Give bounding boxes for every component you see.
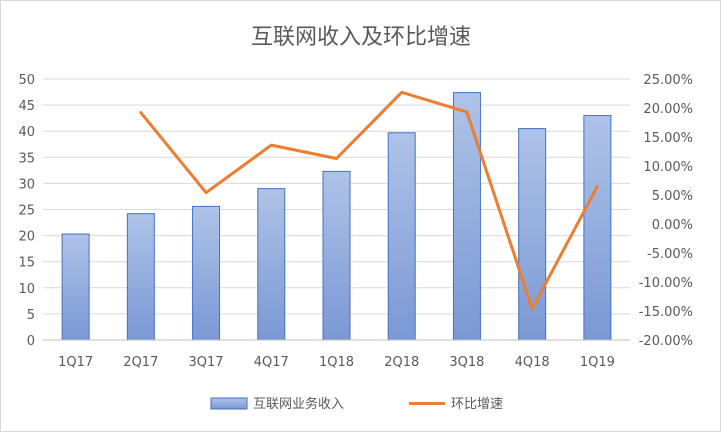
left-axis: 0 5 10 15 20 25 30 35 40 45 50 <box>18 73 35 349</box>
right-axis: -20.00% -15.00% -10.00% -5.00% 0.00% 5.00% 10.… <box>639 73 693 349</box>
legend: 互联网业务收入 环比增速 <box>210 396 503 412</box>
left-tick-label: 40 <box>18 125 35 140</box>
x-tick-label: 2Q18 <box>384 355 419 370</box>
bar <box>126 213 155 341</box>
x-axis: 1Q17 2Q17 3Q17 4Q17 1Q18 2Q18 3Q18 4Q18 1Q19 <box>43 339 630 370</box>
right-tick-label: 20.00% <box>643 102 693 117</box>
left-tick-label: 15 <box>18 256 35 271</box>
left-tick-label: 20 <box>18 230 35 245</box>
x-tick-label: 4Q17 <box>254 355 289 370</box>
left-tick-label: 35 <box>18 151 35 166</box>
x-tick-label: 1Q18 <box>319 355 354 370</box>
left-tick-label: 25 <box>18 204 35 219</box>
left-tick-label: 50 <box>18 73 35 88</box>
bar <box>387 132 416 341</box>
right-tick-label: 0.00% <box>652 218 693 233</box>
right-tick-label: -5.00% <box>647 247 693 262</box>
x-tick-label: 2Q17 <box>123 355 158 370</box>
left-tick-label: 5 <box>27 308 35 323</box>
left-tick-label: 10 <box>18 282 35 297</box>
right-tick-label: -10.00% <box>639 276 693 291</box>
right-tick-label: 25.00% <box>643 73 693 88</box>
bar <box>322 170 351 341</box>
bar <box>257 188 286 341</box>
legend-bar-swatch <box>210 397 248 410</box>
right-tick-label: 5.00% <box>652 189 693 204</box>
bar-series <box>61 92 612 341</box>
right-tick-label: 10.00% <box>643 160 693 175</box>
x-tick-label: 1Q17 <box>58 355 93 370</box>
x-tick-label: 3Q18 <box>449 355 484 370</box>
bar <box>452 92 481 341</box>
right-tick-label: 15.00% <box>643 131 693 146</box>
left-tick-label: 45 <box>18 99 35 114</box>
line-series <box>139 90 599 311</box>
x-tick-label: 3Q17 <box>189 355 224 370</box>
left-tick-label: 0 <box>27 334 35 349</box>
bar <box>192 205 221 341</box>
left-tick-label: 30 <box>18 177 35 192</box>
legend-line-label: 环比增速 <box>451 397 503 412</box>
growth-line <box>139 90 599 311</box>
x-tick-label: 4Q18 <box>515 355 550 370</box>
chart-title: 互联网收入及环比增速 <box>251 25 471 50</box>
legend-bar-label: 互联网业务收入 <box>253 396 344 412</box>
right-tick-label: -20.00% <box>639 334 693 349</box>
bar <box>583 115 612 341</box>
bar <box>61 233 90 341</box>
x-tick-label: 1Q19 <box>580 355 615 370</box>
right-tick-label: -15.00% <box>639 305 693 320</box>
